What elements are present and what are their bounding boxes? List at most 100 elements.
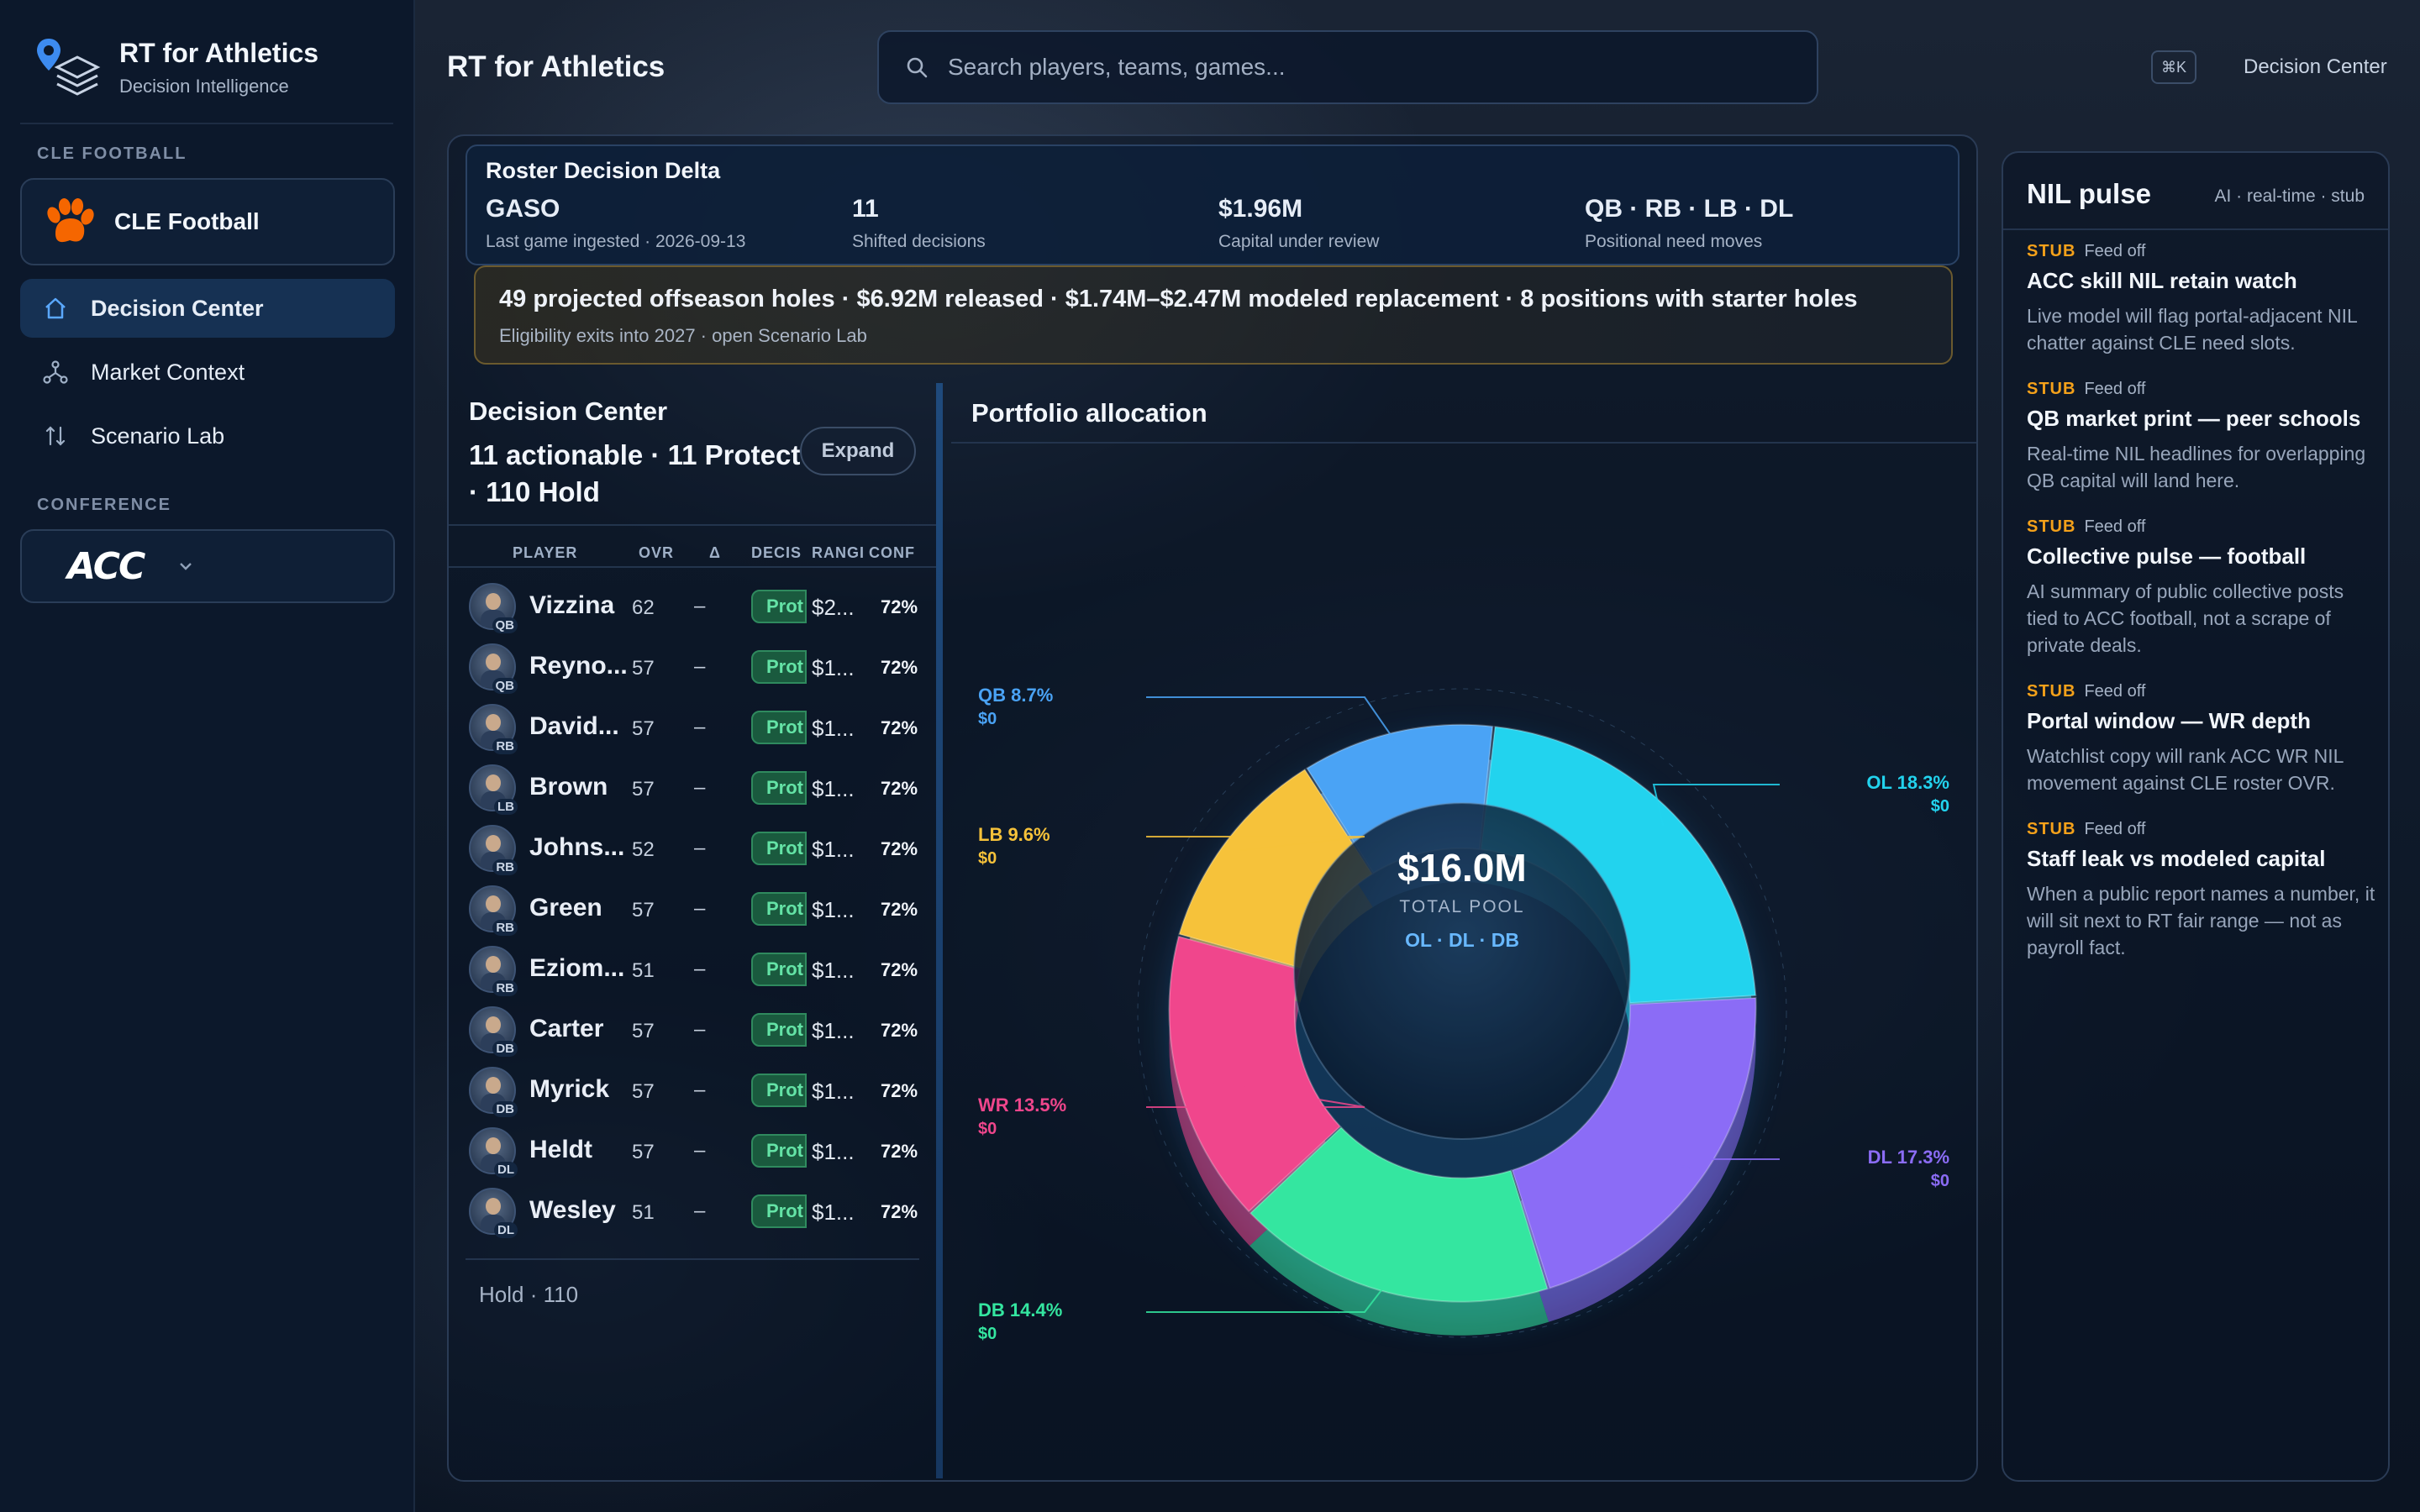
decision-badge[interactable]: Prot	[751, 1134, 807, 1168]
team-selector[interactable]: CLE Football	[20, 178, 395, 265]
slice-label-wr: WR 13.5% $0	[978, 1094, 1066, 1141]
shortcut-badge: ⌘K	[2151, 50, 2196, 84]
slice-amount: $0	[1930, 797, 1949, 816]
slice-label-qb: QB 8.7% $0	[978, 684, 1053, 731]
col-player[interactable]: PLAYER	[513, 544, 578, 561]
position-badge: LB	[494, 799, 518, 815]
table-row[interactable]: RB Johns... 52 – Prot $1... 72%	[449, 818, 939, 879]
table-row[interactable]: RB Green 57 – Prot $1... 72%	[449, 879, 939, 939]
avatar: DB	[469, 1006, 518, 1057]
stat-value: $1.96M	[1218, 195, 1303, 223]
stub-badge: STUB	[2027, 242, 2076, 260]
col-ovr[interactable]: OVR	[639, 544, 675, 561]
delta-title: Roster Decision Delta	[486, 158, 721, 183]
search-bar[interactable]	[877, 30, 1818, 104]
decision-badge[interactable]: Prot	[751, 650, 807, 684]
feed-title: Collective pulse — football	[2027, 543, 2307, 569]
player-confidence: 72%	[881, 778, 918, 799]
table-row[interactable]: QB Vizzina 62 – Prot $2... 72%	[449, 576, 939, 637]
search-input[interactable]	[948, 54, 1704, 81]
slice-amount: $0	[1930, 1172, 1949, 1190]
nil-pulse-panel: NIL pulse AI · real-time · stub STUB Feed…	[2002, 151, 2390, 1482]
feed-meta: STUB Feed off	[2027, 242, 2380, 261]
offseason-holes-banner[interactable]: 49 projected offseason holes · $6.92M re…	[474, 265, 1953, 365]
slice-label-text: LB 9.6%	[978, 824, 1050, 845]
nil-feed-item[interactable]: STUB Feed off Collective pulse — football A…	[2027, 517, 2380, 659]
table-row[interactable]: DB Myrick 57 – Prot $1... 72%	[449, 1060, 939, 1121]
position-badge: QB	[492, 678, 518, 694]
nil-feed-item[interactable]: STUB Feed off Staff leak vs modeled capita…	[2027, 820, 2380, 961]
nil-feed-item[interactable]: STUB Feed off ACC skill NIL retain watch Li…	[2027, 242, 2380, 356]
nil-feed-item[interactable]: STUB Feed off QB market print — peer schoo…	[2027, 380, 2380, 494]
stub-badge: STUB	[2027, 682, 2076, 701]
decision-badge[interactable]: Prot	[751, 711, 807, 744]
player-range: $1...	[812, 1139, 855, 1164]
table-row[interactable]: LB Brown 57 – Prot $1... 72%	[449, 758, 939, 818]
panel-splitter[interactable]	[936, 383, 943, 1478]
table-row[interactable]: DL Wesley 51 – Prot $1... 72%	[449, 1181, 939, 1242]
nav-market-context[interactable]: Market Context	[20, 343, 395, 402]
player-ovr: 57	[632, 1141, 655, 1163]
decision-badge[interactable]: Prot	[751, 771, 807, 805]
player-range: $1...	[812, 1200, 855, 1225]
decision-badge[interactable]: Prot	[751, 590, 807, 623]
decision-center-title: Decision Center	[469, 396, 668, 426]
nil-feed-item[interactable]: STUB Feed off Portal window — WR depth Watc…	[2027, 682, 2380, 796]
leader-line-lb	[1146, 836, 1365, 852]
nav-scenario-lab[interactable]: Scenario Lab	[20, 407, 395, 465]
avatar: QB	[469, 643, 518, 694]
leader-line-wr	[1146, 1078, 1365, 1108]
leader-line-db	[1146, 1275, 1393, 1313]
slice-label-ol: OL 18.3% $0	[1866, 771, 1949, 818]
expand-button[interactable]: Expand	[800, 427, 916, 475]
top-decision-center-link[interactable]: Decision Center	[2244, 55, 2387, 78]
player-delta: –	[694, 897, 706, 920]
player-range: $1...	[812, 958, 855, 983]
hold-count[interactable]: Hold · 110	[479, 1282, 579, 1307]
stat-label: Capital under review	[1218, 232, 1380, 251]
feed-meta: STUB Feed off	[2027, 682, 2380, 701]
player-confidence: 72%	[881, 1020, 918, 1041]
holes-headline: 49 projected offseason holes · $6.92M re…	[499, 286, 1858, 312]
nav-decision-center[interactable]: Decision Center	[20, 279, 395, 338]
stat-value: QB · RB · LB · DL	[1585, 195, 1794, 223]
table-row[interactable]: DB Carter 57 – Prot $1... 72%	[449, 1000, 939, 1060]
decision-badge[interactable]: Prot	[751, 1013, 807, 1047]
brand[interactable]: RT for Athletics Decision Intelligence	[34, 34, 318, 101]
col-delta[interactable]: Δ	[709, 544, 721, 561]
total-pool-positions: OL · DL · DB	[1405, 929, 1519, 951]
avatar: RB	[469, 946, 518, 996]
feed-title: Portal window — WR depth	[2027, 708, 2311, 733]
decision-badge[interactable]: Prot	[751, 1194, 807, 1228]
col-conf[interactable]: CONF	[869, 544, 915, 561]
decision-badge[interactable]: Prot	[751, 832, 807, 865]
decision-badge[interactable]: Prot	[751, 1074, 807, 1107]
player-name: Brown	[529, 773, 608, 801]
player-confidence: 72%	[881, 899, 918, 920]
col-range[interactable]: RANGI	[812, 544, 865, 561]
decision-badge[interactable]: Prot	[751, 953, 807, 986]
decision-badge[interactable]: Prot	[751, 892, 807, 926]
player-ovr: 52	[632, 838, 655, 861]
player-ovr: 51	[632, 1201, 655, 1224]
center-disc	[1293, 802, 1631, 1140]
stat-label: Shifted decisions	[852, 232, 986, 251]
home-icon	[45, 297, 66, 319]
player-range: $1...	[812, 837, 855, 862]
slice-label-lb: LB 9.6% $0	[978, 823, 1050, 870]
section-label-conference: CONFERENCE	[37, 496, 172, 514]
player-range: $1...	[812, 897, 855, 922]
brand-title: RT for Athletics	[119, 37, 319, 68]
table-row[interactable]: RB David... 57 – Prot $1... 72%	[449, 697, 939, 758]
delta-stat-shifted: 11 Shifted decisions	[852, 195, 986, 252]
table-row[interactable]: QB Reyno... 57 – Prot $1... 72%	[449, 637, 939, 697]
col-decision[interactable]: DECIS	[751, 544, 802, 561]
player-range: $1...	[812, 655, 855, 680]
avatar: RB	[469, 825, 518, 875]
player-delta: –	[694, 655, 706, 678]
table-row[interactable]: DL Heldt 57 – Prot $1... 72%	[449, 1121, 939, 1181]
feed-title: Staff leak vs modeled capital	[2027, 846, 2326, 871]
conference-selector[interactable]: ACC	[20, 529, 395, 603]
delta-stat-positional: QB · RB · LB · DL Positional need moves	[1585, 195, 1793, 252]
table-row[interactable]: RB Eziom... 51 – Prot $1... 72%	[449, 939, 939, 1000]
